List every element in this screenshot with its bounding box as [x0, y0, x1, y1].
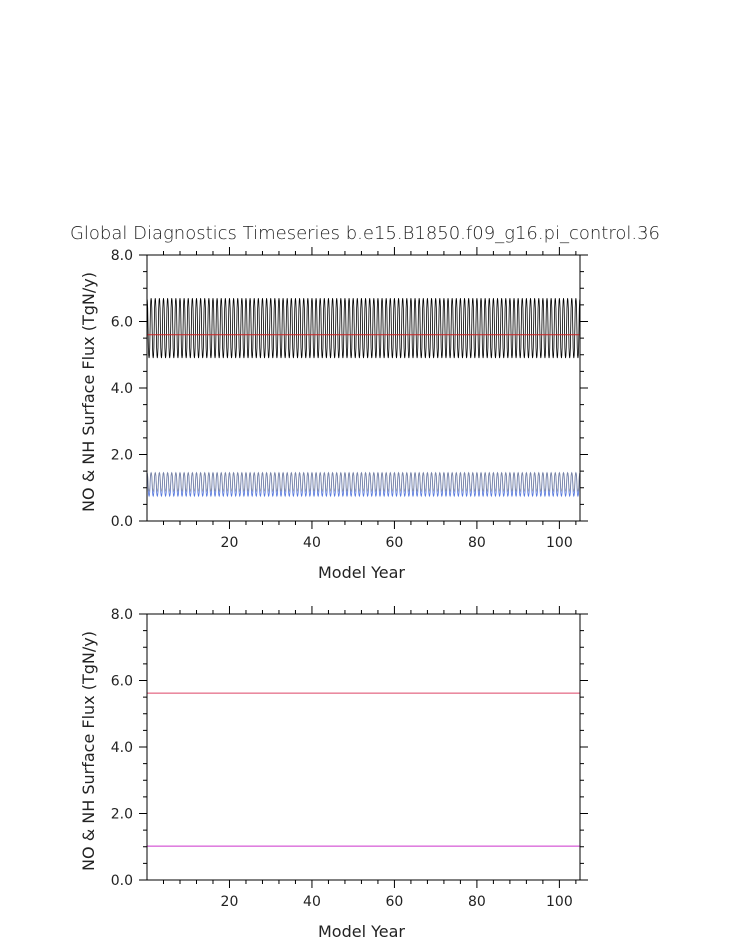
top-panel: 20 40 60 80 100 0.0 2.0 4.0 6.0 8.0 Model Year NO &… — [79, 247, 588, 582]
series-line-3 — [146, 471, 581, 493]
x-tick-label: 20 — [221, 535, 239, 551]
x-tick-label: 40 — [303, 894, 321, 910]
y-tick-label: 0.0 — [111, 873, 133, 889]
y-tick-label: 4.0 — [111, 740, 133, 756]
bottom-panel: 20 40 60 80 100 0.0 2.0 4.0 6.0 8.0 Model Year NO &… — [79, 606, 588, 941]
x-tick-label: 20 — [221, 894, 239, 910]
x-tick-label: 60 — [386, 894, 404, 910]
x-tick-label: 80 — [468, 535, 486, 551]
x-axis-title: Model Year — [318, 563, 405, 582]
x-tick-label: 100 — [546, 894, 573, 910]
x-tick-label: 40 — [303, 535, 321, 551]
series-line-2 — [146, 471, 581, 498]
y-tick-label: 8.0 — [111, 607, 133, 623]
x-tick-label: 60 — [386, 535, 404, 551]
x-tick-label: 100 — [546, 535, 573, 551]
chart-title: Global Diagnostics Timeseries b.e15.B185… — [70, 223, 660, 244]
y-tick-label: 6.0 — [111, 674, 133, 690]
y-axis-title: NO & NH Surface Flux (TgN/y) — [79, 631, 98, 871]
x-tick-label: 80 — [468, 894, 486, 910]
y-tick-label: 8.0 — [111, 248, 133, 264]
x-axis-title: Model Year — [318, 922, 405, 941]
plot-frame — [146, 613, 581, 881]
y-tick-label: 4.0 — [111, 381, 133, 397]
y-tick-label: 6.0 — [111, 315, 133, 331]
series-line-0 — [146, 298, 581, 359]
y-tick-label: 2.0 — [111, 448, 133, 464]
y-tick-label: 2.0 — [111, 807, 133, 823]
y-tick-label: 0.0 — [111, 514, 133, 530]
y-axis-title: NO & NH Surface Flux (TgN/y) — [79, 272, 98, 512]
